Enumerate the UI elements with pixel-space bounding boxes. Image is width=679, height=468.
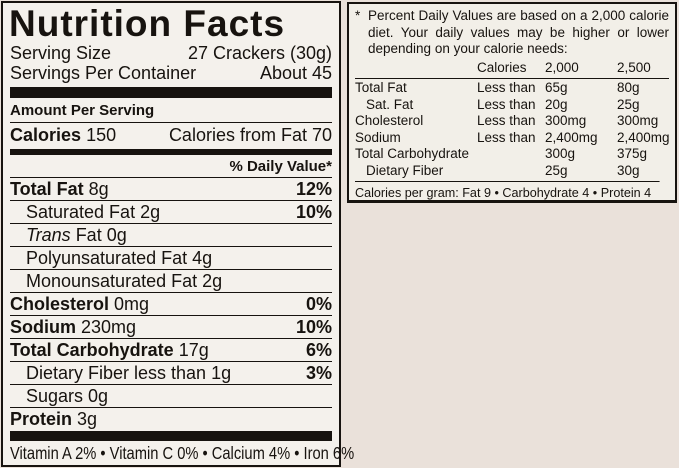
serving-size-label: Serving Size	[10, 43, 112, 63]
nutrient-row: Total Carbohydrate 17g 6%	[10, 338, 332, 361]
row-qualifier: Less than	[477, 113, 536, 128]
nutrient-name-amount: Total Carbohydrate 17g	[10, 340, 209, 360]
daily-value-header: % Daily Value*	[229, 158, 332, 175]
nutrient-row: Monounsaturated Fat 2g	[10, 269, 332, 292]
nutrient-name-amount: Saturated Fat 2g	[26, 202, 161, 222]
nutrient-name-amount: Total Fat 8g	[10, 179, 109, 199]
row-label: Total Fat	[355, 80, 407, 95]
row-value-2000: 65g	[545, 80, 568, 95]
serving-size-row: Serving Size 27 Crackers (30g)	[10, 43, 332, 63]
row-label: Sat. Fat	[366, 96, 414, 112]
serving-size-value: 27 Crackers (30g)	[187, 43, 332, 63]
calories-label: Calories	[10, 125, 82, 145]
row-value-2000: 20g	[545, 96, 568, 112]
header-2500: 2,500	[617, 59, 651, 75]
row-label: Cholesterol	[355, 113, 424, 128]
daily-value-percent: 0%	[305, 294, 332, 314]
daily-values-table-row: Dietary Fiber 25g 30g	[355, 163, 669, 180]
daily-values-footnote-panel: * Percent Daily Values are based on a 2,…	[347, 2, 677, 203]
nutrient-row: Protein 3g	[10, 407, 332, 430]
nutrient-row: Dietary Fiber less than 1g 3%	[10, 361, 332, 384]
daily-values-table-row: Total Carbohydrate 300g 375g	[355, 146, 669, 163]
nutrient-row: Cholesterol 0mg 0%	[10, 292, 332, 315]
row-qualifier	[477, 146, 545, 163]
thick-divider-bar	[10, 87, 332, 98]
nutrient-row: Trans Fat 0g	[10, 223, 332, 246]
row-value-2000: 300g	[545, 146, 576, 161]
nutrient-name-amount: Monounsaturated Fat 2g	[26, 271, 223, 291]
vitamins-line: Vitamin A 2% • Vitamin C 0% • Calcium 4%…	[10, 443, 355, 463]
amount-per-serving-label: Amount Per Serving	[10, 102, 155, 119]
row-value-2000: 25g	[545, 162, 568, 178]
daily-value-percent: 10%	[295, 317, 332, 337]
nutrient-row: Sodium 230mg 10%	[10, 315, 332, 338]
nutrient-name-amount: Polyunsaturated Fat 4g	[26, 248, 213, 268]
nutrition-facts-panel: Nutrition Facts Serving Size 27 Crackers…	[1, 1, 355, 467]
calories-from-fat: Calories from Fat 70	[168, 125, 332, 145]
row-value-2500: 300mg	[617, 113, 659, 128]
row-label: Total Carbohydrate	[355, 146, 470, 161]
row-qualifier: Less than	[477, 129, 536, 145]
row-value-2500: 30g	[617, 162, 640, 178]
servings-per-container-row: Servings Per Container About 45	[10, 63, 332, 83]
daily-value-percent: 6%	[305, 340, 332, 360]
daily-values-table: Total Fat Less than 65g 80g Sat. Fat Less tha…	[355, 80, 670, 180]
nutrient-name-amount: Trans Fat 0g	[26, 225, 127, 245]
nutrient-name-amount: Sugars 0g	[26, 386, 109, 406]
calories-per-gram-line: Calories per gram: Fat 9 • Carbohydrate …	[355, 181, 660, 201]
footnote-text: Percent Daily Values are based on a 2,00…	[368, 8, 669, 56]
row-value-2000: 300mg	[545, 113, 587, 128]
row-qualifier: Less than	[477, 96, 536, 112]
nutrient-row: Polyunsaturated Fat 4g	[10, 246, 332, 269]
nutrient-row: Saturated Fat 2g 10%	[10, 200, 332, 223]
calories-value: 150	[86, 125, 117, 145]
daily-values-table-row: Cholesterol Less than 300mg 300mg	[355, 113, 669, 130]
row-qualifier: Less than	[477, 80, 536, 95]
servings-per-container-label: Servings Per Container	[10, 63, 197, 83]
nutrient-row: Sugars 0g	[10, 384, 332, 407]
header-spacer	[355, 60, 477, 77]
row-value-2500: 25g	[617, 96, 640, 112]
daily-values-table-row: Sodium Less than 2,400mg 2,400mg	[355, 129, 670, 147]
nutrient-rows: Total Fat 8g 12% Saturated Fat 2g 10% Trans …	[10, 177, 332, 430]
row-label: Sodium	[355, 129, 401, 145]
servings-per-container-value: About 45	[259, 63, 332, 83]
row-qualifier	[477, 163, 545, 180]
row-label: Dietary Fiber	[366, 162, 444, 178]
row-value-2500: 2,400mg	[617, 129, 670, 145]
daily-value-percent: 12%	[295, 179, 332, 199]
daily-value-percent: 3%	[305, 363, 332, 383]
nutrient-row: Total Fat 8g 12%	[10, 177, 332, 200]
calories-row: Calories 150 Calories from Fat 70	[10, 122, 332, 149]
row-value-2500: 375g	[617, 146, 648, 161]
header-calories: Calories	[477, 59, 527, 75]
asterisk-mark: *	[355, 8, 361, 23]
footnote-text-block: * Percent Daily Values are based on a 2,…	[355, 8, 669, 58]
nutrient-name-amount: Protein 3g	[10, 409, 98, 429]
row-value-2500: 80g	[617, 80, 640, 95]
daily-values-table-row: Total Fat Less than 65g 80g	[355, 80, 669, 97]
daily-values-table-header: Calories 2,000 2,500	[355, 59, 669, 79]
nutrient-name-amount: Dietary Fiber less than 1g	[26, 363, 232, 383]
calories-amount: Calories 150	[10, 125, 116, 145]
nutrition-facts-title: Nutrition Facts	[9, 3, 286, 44]
daily-values-table-row: Sat. Fat Less than 20g 25g	[355, 97, 669, 114]
nutrient-name-amount: Sodium 230mg	[10, 317, 137, 337]
header-2000: 2,000	[545, 59, 579, 75]
nutrient-name-amount: Cholesterol 0mg	[10, 294, 150, 314]
thick-divider-bar-bottom	[10, 431, 332, 441]
row-value-2000: 2,400mg	[545, 129, 598, 145]
daily-value-percent: 10%	[295, 202, 332, 222]
medium-divider-bar	[10, 149, 332, 155]
